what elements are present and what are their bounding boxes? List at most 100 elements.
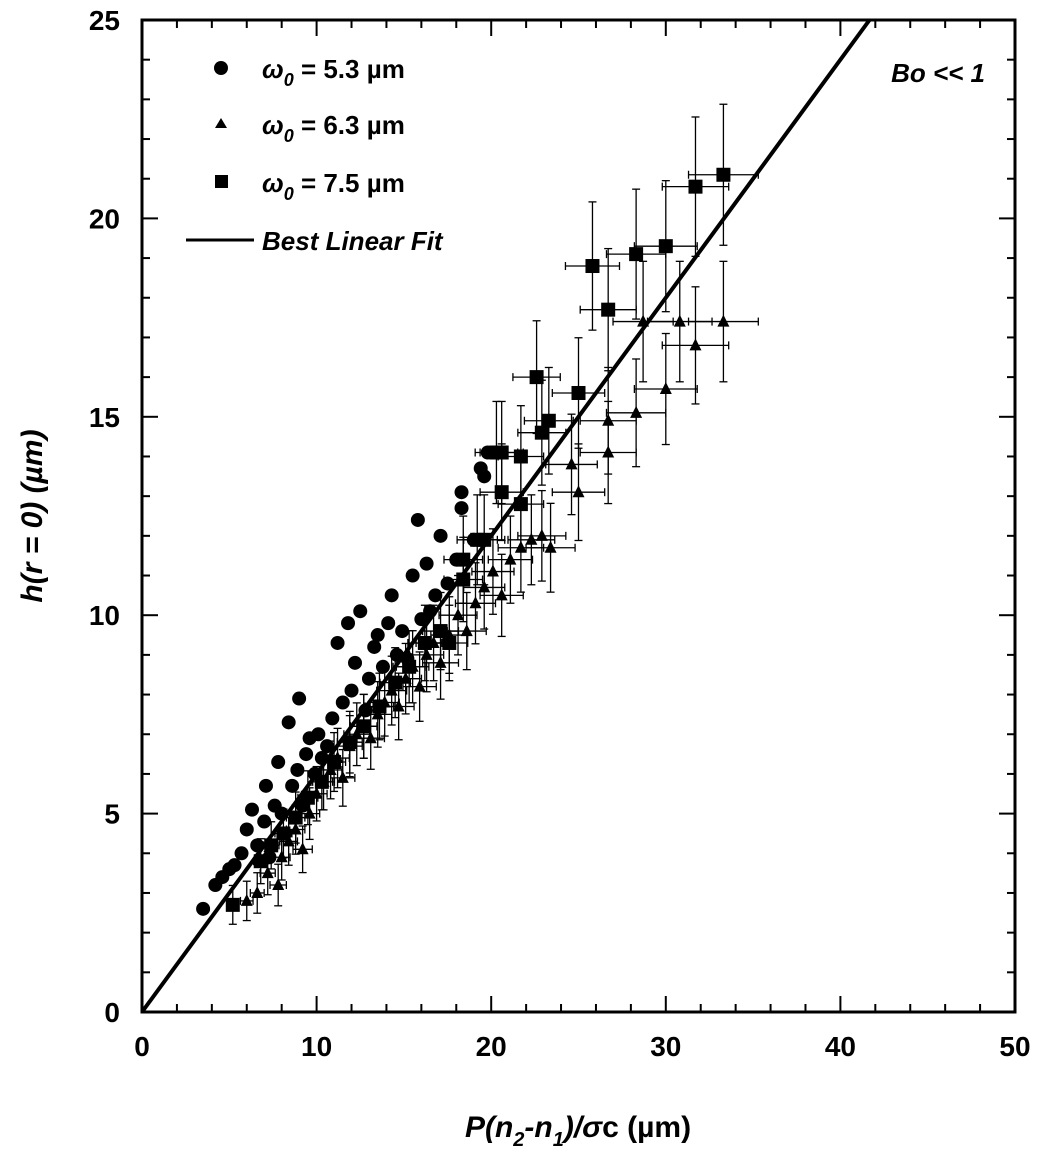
legend-omega: ω bbox=[262, 54, 284, 84]
circle-point bbox=[292, 691, 307, 706]
legend-square-marker bbox=[215, 175, 228, 188]
triangle-point bbox=[535, 528, 548, 541]
circle-point bbox=[320, 739, 335, 754]
circle-point bbox=[299, 747, 314, 762]
x-tick-label: 30 bbox=[650, 1031, 681, 1062]
circle-point bbox=[281, 715, 296, 730]
circle-point bbox=[375, 659, 390, 674]
circle-point bbox=[419, 556, 434, 571]
triangle-point bbox=[673, 314, 686, 327]
triangle-point bbox=[659, 382, 672, 395]
square-point bbox=[585, 259, 600, 274]
x-label-sub: 1 bbox=[553, 1129, 564, 1151]
triangle-point bbox=[544, 540, 557, 553]
triangle-point bbox=[525, 532, 538, 545]
y-tick-label: 15 bbox=[89, 402, 120, 433]
triangle-point bbox=[478, 580, 491, 593]
legend-triangle-text: = 6.3 µm bbox=[294, 110, 405, 140]
x-label-part: P(n bbox=[465, 1111, 513, 1144]
circle-point bbox=[433, 528, 448, 543]
triangle-point bbox=[689, 338, 702, 351]
legend-entry-square: ω0 = 7.5 µm bbox=[262, 168, 405, 204]
circle-point bbox=[258, 778, 273, 793]
legend-entry-triangle: ω0 = 6.3 µm bbox=[262, 110, 405, 146]
circle-point bbox=[395, 624, 410, 639]
x-label-part: c (µm) bbox=[602, 1111, 691, 1144]
circle-point bbox=[423, 604, 438, 619]
circle-point bbox=[454, 485, 469, 500]
square-point bbox=[477, 532, 492, 547]
triangle-point bbox=[275, 850, 288, 863]
triangle-point bbox=[296, 842, 309, 855]
square-point bbox=[402, 659, 417, 674]
triangle-point bbox=[261, 866, 274, 879]
triangle-point bbox=[495, 588, 508, 601]
triangle-point bbox=[399, 671, 412, 684]
legend-omega-sub: 0 bbox=[284, 70, 294, 90]
circle-point bbox=[344, 683, 359, 698]
circle-point bbox=[244, 802, 259, 817]
triangle-point bbox=[486, 564, 499, 577]
triangle-point bbox=[637, 314, 650, 327]
y-tick-label: 10 bbox=[89, 600, 120, 631]
square-point bbox=[372, 699, 387, 714]
circle-point bbox=[428, 588, 443, 603]
circle-point bbox=[353, 604, 368, 619]
y-tick-label: 20 bbox=[89, 203, 120, 234]
circle-point bbox=[325, 711, 340, 726]
circle-point bbox=[348, 655, 363, 670]
circle-point bbox=[341, 616, 356, 631]
legend-square-text: = 7.5 µm bbox=[294, 168, 405, 198]
y-tick-labels: 0 5 10 15 20 25 bbox=[89, 5, 120, 1028]
circle-point bbox=[454, 501, 469, 516]
data-markers bbox=[196, 167, 731, 916]
circle-point bbox=[234, 846, 249, 861]
y-axis-label: h(r = 0) (µm) bbox=[16, 429, 49, 602]
circle-point bbox=[271, 755, 286, 770]
circle-point bbox=[314, 751, 329, 766]
square-point bbox=[629, 247, 644, 262]
x-label-sigma: σ bbox=[582, 1111, 603, 1144]
circle-point bbox=[330, 635, 345, 650]
x-tick-label: 10 bbox=[301, 1031, 332, 1062]
triangle-point bbox=[630, 405, 643, 418]
square-point bbox=[571, 385, 586, 400]
circle-point bbox=[384, 588, 399, 603]
triangle-point bbox=[303, 806, 316, 819]
y-tick-label: 0 bbox=[104, 997, 120, 1028]
square-point bbox=[442, 635, 457, 650]
circle-point bbox=[477, 469, 492, 484]
triangle-point bbox=[413, 679, 426, 692]
bond-number-annotation: Bo << 1 bbox=[891, 58, 985, 88]
x-tick-label: 0 bbox=[134, 1031, 150, 1062]
square-point bbox=[342, 735, 357, 750]
triangle-point bbox=[364, 731, 377, 744]
square-point bbox=[688, 179, 703, 194]
x-tick-labels: 0 10 20 30 40 50 bbox=[134, 1031, 1030, 1062]
circle-point bbox=[381, 616, 396, 631]
x-axis-label: P(n2-n1)/σc (µm) bbox=[465, 1111, 691, 1151]
square-point bbox=[225, 897, 240, 912]
triangle-point bbox=[452, 608, 465, 621]
legend-entry-line: Best Linear Fit bbox=[262, 226, 444, 256]
triangle-point bbox=[251, 885, 264, 898]
x-tick-label: 50 bbox=[999, 1031, 1030, 1062]
circle-point bbox=[335, 695, 350, 710]
square-point bbox=[276, 826, 291, 841]
square-point bbox=[529, 370, 544, 385]
circle-point bbox=[405, 568, 420, 583]
triangle-point bbox=[572, 485, 585, 498]
legend-triangle-marker bbox=[215, 118, 227, 128]
legend-circle-marker bbox=[214, 61, 228, 75]
triangle-point bbox=[565, 457, 578, 470]
triangle-point bbox=[717, 314, 730, 327]
x-tick-label: 40 bbox=[825, 1031, 856, 1062]
square-point bbox=[300, 790, 315, 805]
square-point bbox=[534, 425, 549, 440]
circle-point bbox=[410, 512, 425, 527]
triangle-point bbox=[460, 624, 473, 637]
square-point bbox=[288, 810, 303, 825]
square-point bbox=[494, 445, 509, 460]
y-tick-label: 25 bbox=[89, 5, 120, 36]
